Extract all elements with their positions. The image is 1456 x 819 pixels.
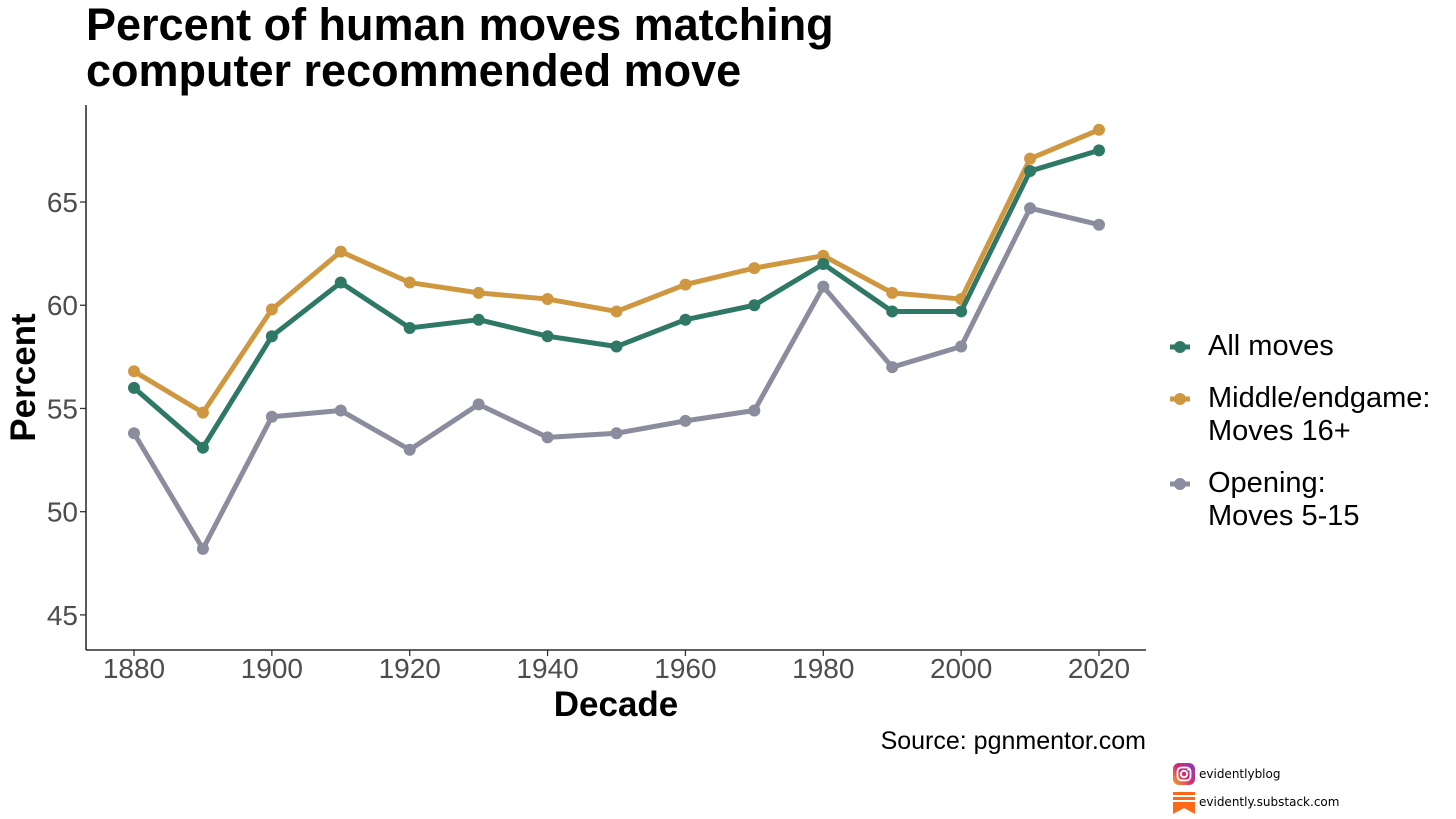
legend-swatch-point — [1174, 478, 1186, 490]
legend-label-opening: Opening: Moves 5-15 — [1208, 467, 1360, 532]
substack-watermark: evidently.substack.com — [1172, 788, 1339, 816]
legend-swatch — [1170, 341, 1190, 353]
legend-swatch-point — [1174, 341, 1186, 353]
data-point-middle-endgame — [403, 276, 416, 289]
substack-icon — [1173, 792, 1195, 814]
source-caption: Source: pgnmentor.com — [880, 727, 1146, 755]
data-point-opening — [748, 404, 761, 417]
data-point-opening — [403, 443, 416, 456]
data-point-all-moves — [748, 299, 761, 312]
instagram-icon — [1173, 763, 1195, 785]
x-tick-label: 1940 — [516, 653, 578, 684]
data-point-opening — [955, 340, 968, 353]
data-point-all-moves — [610, 340, 623, 353]
legend-key-opening — [1168, 467, 1192, 501]
watermarks: evidentlyblog evidently.substack.com — [1172, 760, 1339, 816]
data-point-middle-endgame — [128, 365, 140, 378]
series-line-opening — [131, 205, 1102, 552]
x-tick-label: 1920 — [379, 653, 441, 684]
y-tick-label: 60 — [47, 290, 78, 321]
data-point-opening — [334, 404, 347, 417]
series-layer — [128, 123, 1105, 555]
data-point-all-moves — [955, 305, 968, 318]
data-point-all-moves — [472, 313, 485, 326]
series-middle-endgame — [128, 123, 1105, 419]
data-point-opening — [679, 414, 692, 427]
legend-label-all-moves: All moves — [1208, 330, 1334, 362]
substack-url: evidently.substack.com — [1199, 795, 1340, 809]
data-point-middle-endgame — [886, 286, 899, 299]
series-all-moves — [128, 144, 1105, 454]
data-point-middle-endgame — [334, 245, 347, 258]
data-point-middle-endgame — [679, 278, 692, 291]
series-opening — [128, 202, 1105, 555]
data-point-opening — [886, 361, 899, 374]
legend-label-middle-endgame: Middle/endgame: Moves 16+ — [1208, 382, 1431, 447]
legend-swatch-point — [1174, 393, 1186, 405]
data-point-middle-endgame — [1093, 123, 1105, 136]
y-tick-label: 65 — [47, 187, 78, 218]
x-tick-label: 1900 — [241, 653, 303, 684]
data-point-all-moves — [1024, 165, 1037, 178]
legend-item-opening: Opening: Moves 5-15 — [1168, 467, 1430, 533]
chart-title-line-2: computer recommended move — [86, 45, 742, 96]
data-point-all-moves — [128, 381, 140, 394]
data-point-all-moves — [817, 257, 830, 270]
legend-item-middle-endgame: Middle/endgame: Moves 16+ — [1168, 382, 1430, 448]
data-point-all-moves — [886, 305, 899, 318]
chart-title: Percent of human moves matching computer… — [86, 2, 834, 94]
data-point-middle-endgame — [472, 286, 485, 299]
data-point-middle-endgame — [817, 249, 830, 262]
legend: All moves Middle/endgame: Moves 16+ Open… — [1168, 330, 1430, 552]
data-point-all-moves — [334, 276, 347, 289]
legend-key-middle-endgame — [1168, 382, 1192, 416]
data-point-opening — [196, 542, 209, 555]
data-point-middle-endgame — [265, 303, 278, 316]
x-tick-label: 2000 — [930, 653, 992, 684]
x-tick-label: 2020 — [1068, 653, 1130, 684]
y-tick-label: 50 — [47, 497, 78, 528]
data-point-opening — [817, 280, 830, 293]
data-point-opening — [541, 431, 554, 444]
data-point-all-moves — [541, 330, 554, 343]
legend-key-all-moves — [1168, 330, 1192, 364]
data-point-middle-endgame — [541, 293, 554, 306]
data-point-middle-endgame — [610, 305, 623, 318]
data-point-opening — [1024, 202, 1037, 215]
y-axis-title: Percent — [4, 313, 43, 442]
x-tick-label: 1980 — [792, 653, 854, 684]
data-point-opening — [610, 427, 623, 440]
instagram-watermark: evidentlyblog — [1172, 760, 1339, 788]
data-point-all-moves — [265, 330, 278, 343]
data-point-middle-endgame — [748, 262, 761, 275]
x-axis-title: Decade — [554, 685, 679, 724]
data-point-middle-endgame — [1024, 152, 1037, 165]
legend-swatch — [1170, 393, 1190, 405]
data-point-middle-endgame — [196, 406, 209, 419]
y-tick-label: 55 — [47, 393, 78, 424]
legend-swatch — [1170, 478, 1190, 490]
data-point-opening — [265, 410, 278, 423]
chart-title-line-1: Percent of human moves matching — [86, 0, 834, 50]
legend-item-all-moves: All moves — [1168, 330, 1430, 363]
data-point-all-moves — [196, 441, 209, 454]
data-point-opening — [1093, 218, 1105, 231]
x-tick-label: 1960 — [654, 653, 716, 684]
data-point-all-moves — [403, 321, 416, 334]
instagram-handle: evidentlyblog — [1199, 767, 1281, 781]
y-tick-label: 45 — [47, 600, 78, 631]
axes: 1880 1900 1920 1940 1960 1980 2000 2020 45 50 55 60… — [47, 105, 1146, 684]
data-point-opening — [472, 398, 485, 411]
data-point-all-moves — [679, 313, 692, 326]
data-point-opening — [128, 427, 140, 440]
x-tick-label: 1880 — [103, 653, 165, 684]
data-point-all-moves — [1093, 144, 1105, 157]
series-line-middle-endgame — [131, 127, 1102, 416]
